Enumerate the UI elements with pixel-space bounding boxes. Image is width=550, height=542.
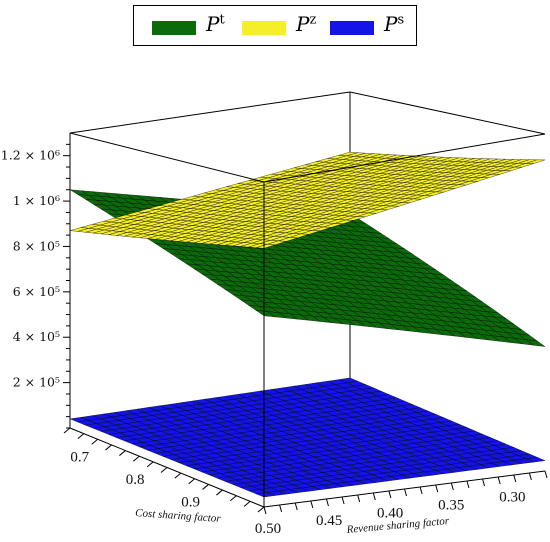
y-tick-mark — [279, 504, 283, 513]
x-tick-label: 0.7 — [70, 449, 89, 465]
y-tick-label: 0.50 — [255, 521, 281, 537]
y-tick-mark — [357, 494, 361, 503]
x-tick-mark — [146, 461, 154, 468]
y-tick-mark — [325, 498, 329, 507]
z-tick-label: 2 × 10⁵ — [13, 375, 60, 390]
y-tick-label: 0.45 — [316, 513, 342, 529]
y-tick-mark — [450, 482, 454, 491]
legend-label-pz: Pz — [296, 12, 317, 36]
z-tick-label: 8 × 10⁵ — [13, 238, 60, 253]
legend-label-pt: Pt — [206, 12, 225, 36]
z-tick-label: 6 × 10⁵ — [13, 284, 60, 299]
legend: Pt Pz Ps — [133, 5, 417, 46]
x-tick-mark — [119, 450, 126, 456]
x-tick-label: 0.9 — [181, 494, 200, 510]
box-edge-top-left-front — [69, 132, 265, 183]
x-tick-mark — [63, 427, 71, 434]
y-tick-mark — [544, 470, 548, 479]
y-tick-mark — [513, 474, 517, 483]
y-tick-mark — [294, 502, 298, 511]
surface-cell — [525, 159, 546, 164]
x-tick-mark — [132, 455, 140, 462]
x-tick-mark — [229, 495, 237, 502]
x-tick-mark — [243, 500, 251, 507]
legend-swatch-pz — [242, 21, 286, 35]
surface-cell — [525, 457, 546, 463]
y-tick-mark — [263, 506, 267, 515]
x-tick-mark — [188, 478, 196, 485]
y-tick-mark — [388, 490, 392, 499]
x-tick-mark — [257, 506, 265, 513]
z-tick-label: 4 × 10⁵ — [13, 329, 60, 344]
y-tick-mark — [435, 484, 439, 493]
legend-swatch-ps — [330, 21, 374, 35]
y-tick-mark — [482, 478, 486, 487]
x-tick-mark — [77, 433, 85, 440]
box-edge-top-right-front — [263, 133, 546, 183]
x-tick-mark — [174, 472, 182, 479]
y-tick-mark — [310, 500, 314, 509]
y-tick-mark — [341, 496, 345, 505]
y-tick-mark — [404, 488, 407, 497]
y-tick-mark — [419, 486, 423, 495]
z-tick-label: 1.2 × 10⁶ — [1, 148, 60, 163]
y-tick-label: 0.30 — [499, 490, 525, 506]
y-tick-label: 0.35 — [438, 498, 464, 514]
surface-pz — [69, 151, 546, 249]
x-tick-mark — [105, 444, 112, 451]
y-tick-mark — [528, 472, 532, 481]
surface-ps — [69, 377, 546, 498]
y-tick-label: 0.40 — [377, 505, 403, 521]
x-tick-mark — [91, 438, 99, 445]
x-tick-mark — [160, 467, 168, 473]
legend-label-ps: Ps — [384, 12, 405, 36]
surface-cell — [525, 339, 546, 347]
box-edge-top-right-back — [349, 91, 546, 135]
box-edge-top-left-back — [69, 91, 351, 134]
legend-swatch-pt — [152, 21, 196, 35]
y-tick-mark — [497, 476, 501, 485]
x-axis-title: Cost sharing factor — [135, 507, 222, 525]
x-tick-label: 0.8 — [126, 472, 145, 488]
y-tick-mark — [372, 492, 376, 501]
x-tick-mark — [202, 484, 209, 490]
x-tick-mark — [216, 489, 223, 496]
z-tick-label: 1 × 10⁶ — [13, 193, 60, 208]
y-tick-mark — [466, 480, 470, 489]
